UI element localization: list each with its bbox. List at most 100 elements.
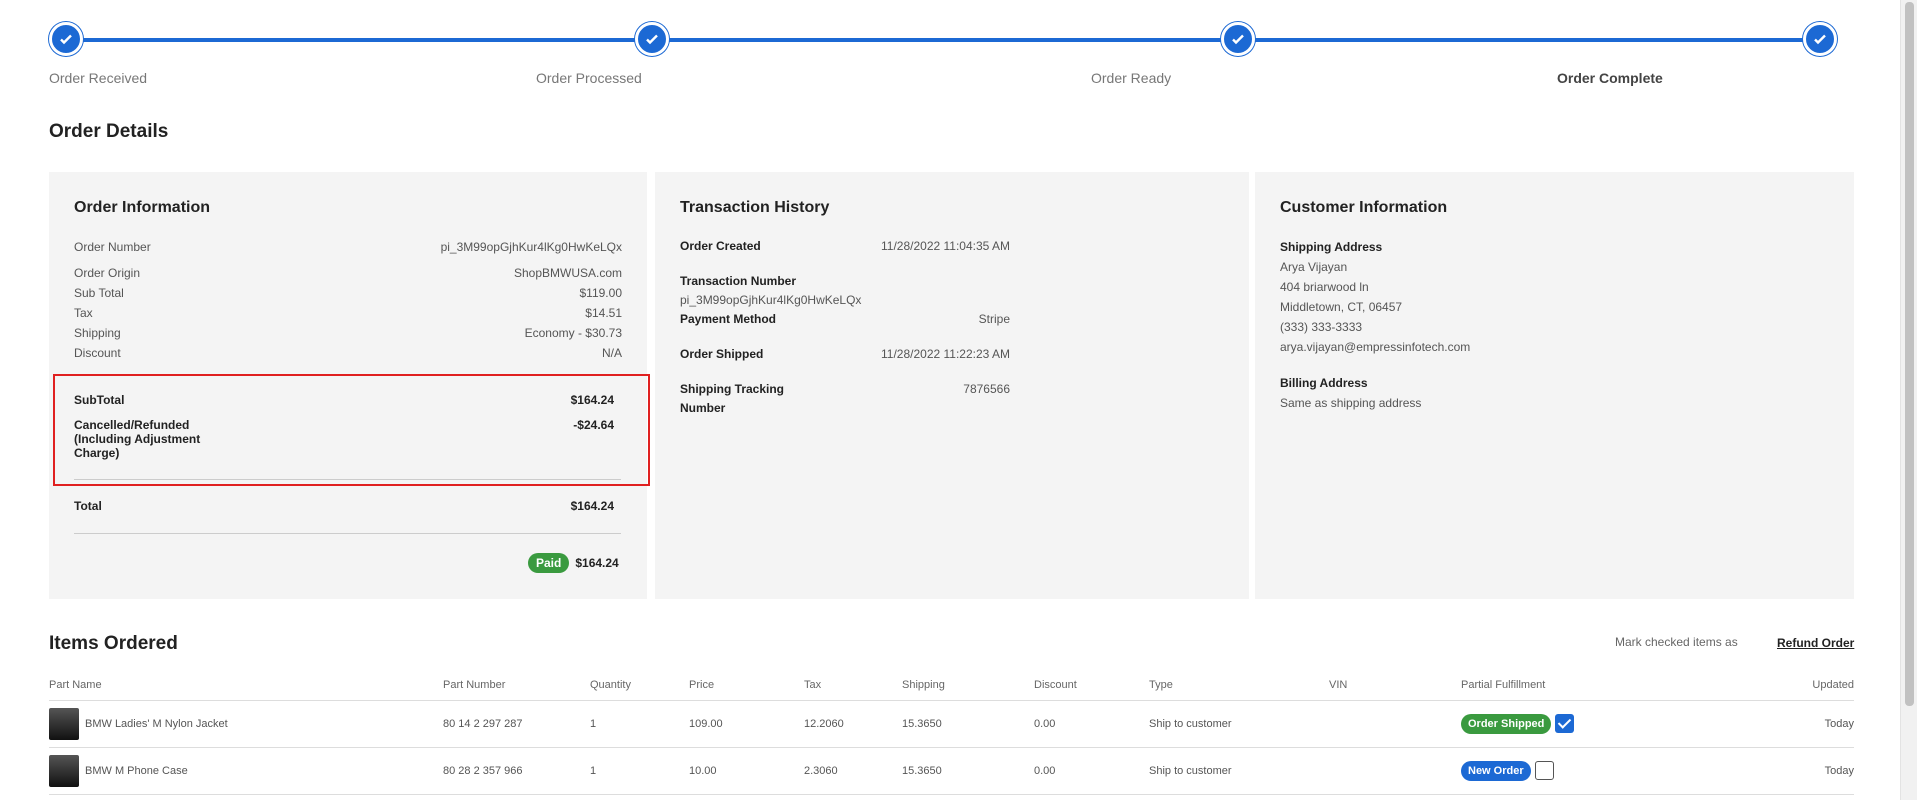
scrollbar-thumb[interactable] (1905, 2, 1914, 706)
order-info-label: Sub Total (74, 286, 124, 300)
subtotal-highlight-box (53, 374, 650, 486)
refund-order-link[interactable]: Refund Order (1777, 636, 1855, 650)
tx-label: Order Shipped (680, 347, 764, 361)
order-info-value: pi_3M99opGjhKur4lKg0HwKeLQx (440, 240, 622, 254)
cell-part-number: 80 28 2 357 966 (443, 747, 590, 795)
col-updated: Updated (1651, 670, 1854, 701)
fulfillment-checkbox[interactable] (1534, 761, 1554, 780)
tx-tracking-row: Shipping Tracking Number 7876566 (680, 380, 1224, 418)
divider (74, 479, 621, 480)
customer-information-card: Customer Information Shipping Address Ar… (1255, 172, 1854, 599)
total-row: Total $164.24 (74, 499, 614, 513)
cell-type: Ship to customer (1149, 700, 1329, 748)
order-info-row: Shipping Economy - $30.73 (74, 323, 622, 343)
billing-address-value: Same as shipping address (1280, 396, 1422, 410)
subtotal-row: SubTotal $164.24 (74, 393, 614, 407)
cell-price: 10.00 (689, 747, 804, 795)
refunded-value: -$24.64 (573, 418, 614, 432)
cell-shipping: 15.3650 (902, 700, 1034, 748)
part-name-text: BMW M Phone Case (85, 764, 188, 777)
paid-badge: Paid (528, 553, 570, 573)
table-row: BMW M Phone Case 80 28 2 357 966 1 10.00… (49, 747, 1854, 795)
progress-line (65, 38, 1833, 42)
subtotal-value: $164.24 (570, 393, 614, 407)
divider (74, 533, 621, 534)
table-row: BMW Ladies' M Nylon Jacket 80 14 2 297 2… (49, 700, 1854, 748)
order-info-label: Shipping (74, 326, 121, 340)
order-info-value: N/A (601, 346, 622, 360)
cell-discount: 0.00 (1034, 700, 1149, 748)
cell-partial-fulfillment: Order Shipped (1461, 700, 1651, 748)
transaction-history-title: Transaction History (680, 199, 830, 216)
col-discount: Discount (1034, 670, 1149, 701)
cell-quantity: 1 (590, 747, 689, 795)
cell-vin (1329, 700, 1461, 748)
col-shipping: Shipping (902, 670, 1034, 701)
cell-updated: Today (1651, 747, 1854, 795)
order-information-title: Order Information (74, 199, 211, 216)
order-info-row: Sub Total $119.00 (74, 283, 622, 303)
shipping-email: arya.vijayan@empressinfotech.com (1280, 340, 1471, 354)
refunded-label: Cancelled/Refunded (Including Adjustment… (74, 418, 201, 460)
col-type: Type (1149, 670, 1329, 701)
tx-label: Order Created (680, 239, 761, 253)
tx-value: 7876566 (963, 382, 1010, 396)
col-part-number: Part Number (443, 670, 590, 701)
items-table: Part Name Part Number Quantity Price Tax… (49, 670, 1854, 795)
mark-checked-label: Mark checked items as (1615, 635, 1738, 649)
order-info-value: $14.51 (585, 306, 622, 320)
shipping-city: Middletown, CT, 06457 (1280, 300, 1403, 314)
order-info-value: Economy - $30.73 (524, 326, 622, 340)
total-value: $164.24 (570, 499, 614, 513)
tx-label: Payment Method (680, 312, 777, 326)
items-table-header: Part Name Part Number Quantity Price Tax… (49, 670, 1854, 701)
product-thumbnail (49, 754, 79, 787)
order-progress-tracker: Order Received Order Processed Order Rea… (49, 22, 1854, 92)
cell-shipping: 15.3650 (902, 747, 1034, 795)
cell-tax: 2.3060 (804, 747, 902, 795)
order-info-label: Order Number (74, 240, 151, 254)
cell-part-name: BMW M Phone Case (49, 747, 443, 795)
transaction-history-card: Transaction History Order Created 11/28/… (655, 172, 1249, 599)
order-info-value: $119.00 (579, 286, 623, 300)
refunded-row: Cancelled/Refunded (Including Adjustment… (74, 418, 614, 460)
col-vin: VIN (1329, 670, 1461, 701)
order-info-row: Discount N/A (74, 343, 622, 363)
progress-step-label: Order Processed (536, 70, 642, 86)
items-ordered-title: Items Ordered (49, 633, 178, 654)
progress-step-label: Order Complete (1557, 70, 1663, 86)
col-price: Price (689, 670, 804, 701)
col-part-name: Part Name (49, 670, 443, 701)
col-tax: Tax (804, 670, 902, 701)
order-info-label: Tax (74, 306, 93, 320)
shipping-name: Arya Vijayan (1280, 260, 1348, 274)
paid-amount: $164.24 (575, 556, 619, 570)
page-scrollbar[interactable] (1900, 0, 1917, 800)
tx-value: Stripe (978, 312, 1010, 326)
status-badge-new-order: New Order (1461, 760, 1531, 781)
tx-transaction-number-value: pi_3M99opGjhKur4lKg0HwKeLQx (680, 293, 862, 307)
cell-quantity: 1 (590, 700, 689, 748)
progress-step-label: Order Received (49, 70, 148, 86)
check-icon (1803, 22, 1837, 56)
order-details-title: Order Details (49, 121, 169, 142)
cell-price: 109.00 (689, 700, 804, 748)
order-info-row: Tax $14.51 (74, 303, 622, 323)
cell-vin (1329, 747, 1461, 795)
customer-information-title: Customer Information (1280, 199, 1448, 216)
progress-step-label: Order Ready (1091, 70, 1172, 86)
paid-summary: Paid $164.24 (528, 553, 619, 573)
order-info-label: Order Origin (74, 266, 141, 280)
order-info-label: Discount (74, 346, 121, 360)
billing-address-label: Billing Address (1280, 376, 1368, 390)
tx-payment-method-row: Payment Method Stripe (680, 310, 1224, 329)
check-icon (635, 22, 669, 56)
fulfillment-checkbox[interactable] (1555, 714, 1575, 733)
status-badge-order-shipped: Order Shipped (1461, 713, 1552, 734)
shipping-address-label: Shipping Address (1280, 240, 1383, 254)
cell-type: Ship to customer (1149, 747, 1329, 795)
cell-updated: Today (1651, 700, 1854, 748)
shipping-street: 404 briarwood ln (1280, 280, 1369, 294)
cell-partial-fulfillment: New Order (1461, 747, 1651, 795)
